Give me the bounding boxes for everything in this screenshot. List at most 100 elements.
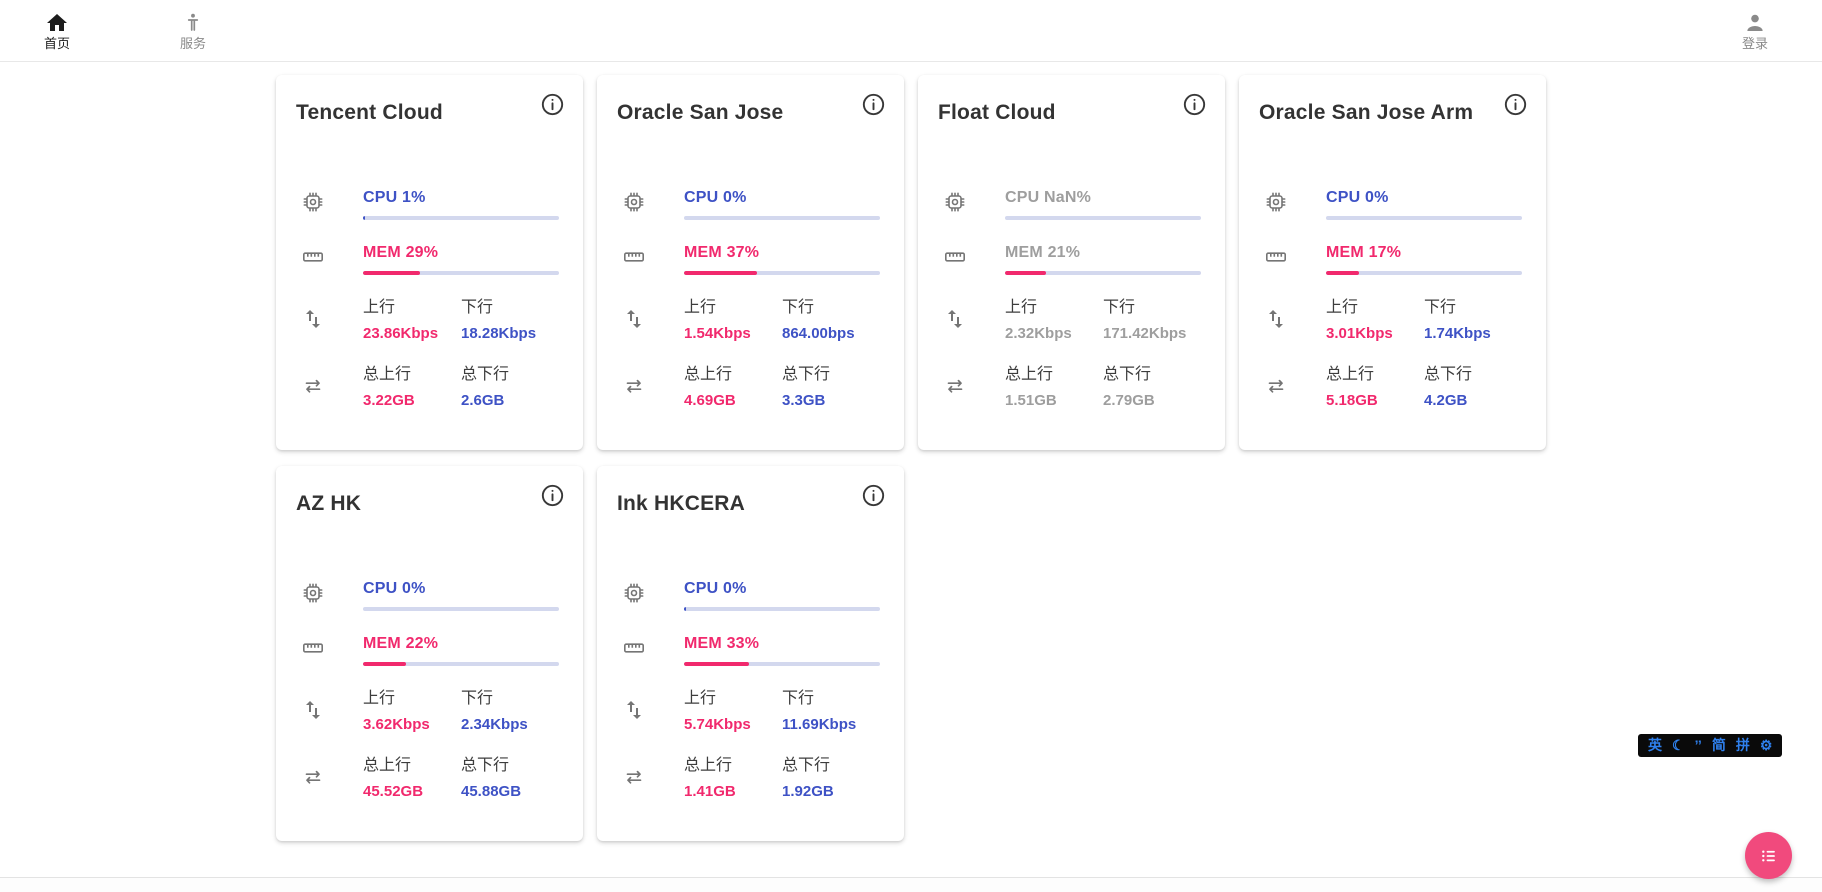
total-upload-value: 5.18GB — [1326, 392, 1378, 409]
server-list-fab[interactable] — [1745, 832, 1792, 879]
cpu-chip-icon — [301, 190, 325, 214]
info-button[interactable] — [539, 482, 566, 509]
server-name: Oracle San Jose Arm — [1259, 101, 1474, 124]
swap-horiz-icon — [1264, 374, 1288, 398]
total-download-value: 2.6GB — [461, 392, 505, 409]
server-name: AZ HK — [296, 492, 362, 515]
nav-item-home[interactable]: 首页 — [31, 11, 83, 51]
cpu-progress-bar — [684, 216, 880, 220]
cpu-usage-label: CPU 0% — [684, 189, 747, 206]
server-card-tencent-cloud: Tencent Cloud CPU 1% MEM 29% — [276, 75, 583, 450]
upload-label: 上行 — [363, 299, 396, 316]
server-name: Oracle San Jose — [617, 101, 784, 124]
net-total-row: 总上行 4.69GB 总下行 3.3GB — [617, 365, 880, 410]
upload-speed: 1.54Kbps — [684, 325, 751, 342]
home-icon — [45, 11, 69, 35]
ime-pinyin-toggle[interactable]: 拼 — [1735, 737, 1750, 753]
download-label: 下行 — [782, 690, 815, 707]
mem-stat: MEM 22% — [296, 634, 559, 666]
server-name: Float Cloud — [938, 101, 1056, 124]
cpu-progress-fill — [684, 607, 686, 611]
cpu-progress-fill — [363, 216, 365, 220]
total-download-value: 1.92GB — [782, 783, 834, 800]
cpu-progress-bar — [1005, 216, 1201, 220]
net-speed-row: 上行 23.86Kbps 下行 18.28Kbps — [296, 298, 559, 343]
upload-speed: 3.62Kbps — [363, 716, 430, 733]
info-button[interactable] — [1181, 91, 1208, 118]
server-card-az-hk: AZ HK CPU 0% MEM 22% — [276, 466, 583, 841]
swap-vert-icon — [1264, 307, 1288, 331]
ime-simplified-toggle[interactable]: 简 — [1711, 737, 1726, 753]
total-upload-label: 总上行 — [684, 366, 733, 383]
download-label: 下行 — [782, 299, 815, 316]
ime-language-toggle[interactable]: 英 — [1648, 737, 1662, 753]
total-download-label: 总下行 — [1103, 366, 1152, 383]
ruler-icon — [943, 245, 967, 269]
swap-horiz-icon — [622, 374, 646, 398]
cpu-progress-bar — [363, 607, 559, 611]
net-speed-row: 上行 3.01Kbps 下行 1.74Kbps — [1259, 298, 1522, 343]
cpu-chip-icon — [301, 581, 325, 605]
cpu-stat: CPU 0% — [1259, 188, 1522, 220]
cpu-stat: CPU 0% — [617, 188, 880, 220]
cpu-chip-icon — [622, 581, 646, 605]
swap-vert-icon — [943, 307, 967, 331]
mem-usage-label: MEM 33% — [684, 635, 760, 652]
info-icon — [1504, 93, 1527, 116]
ruler-icon — [622, 245, 646, 269]
total-download-value: 45.88GB — [461, 783, 522, 800]
nav-item-services[interactable]: 服务 — [167, 11, 219, 51]
info-button[interactable] — [860, 482, 887, 509]
mem-progress-fill — [363, 662, 407, 666]
mem-usage-label: MEM 22% — [363, 635, 439, 652]
mem-progress-bar — [684, 662, 880, 666]
ime-settings-gear-icon[interactable]: ⚙ — [1759, 737, 1773, 753]
swap-horiz-icon — [943, 374, 967, 398]
info-button[interactable] — [539, 91, 566, 118]
ime-moon-icon[interactable]: ☾ — [1672, 737, 1685, 753]
swap-vert-icon — [622, 698, 646, 722]
cpu-usage-label: CPU 0% — [1326, 189, 1389, 206]
total-upload-value: 45.52GB — [363, 783, 424, 800]
server-card-oracle-san-jose-arm: Oracle San Jose Arm CPU 0% MEM 17% — [1239, 75, 1546, 450]
server-card-float-cloud: Float Cloud CPU NaN% MEM 21% — [918, 75, 1225, 450]
mem-progress-fill — [684, 271, 757, 275]
cpu-usage-label: CPU NaN% — [1005, 189, 1092, 206]
man-icon — [181, 11, 205, 35]
ime-toolbar: 英 ☾ ’’ 简 拼 ⚙ — [1638, 734, 1783, 757]
download-speed: 1.74Kbps — [1424, 325, 1491, 342]
ruler-icon — [1264, 245, 1288, 269]
nav-item-login[interactable]: 登录 — [1729, 11, 1781, 51]
info-button[interactable] — [1502, 91, 1529, 118]
cpu-stat: CPU NaN% — [938, 188, 1201, 220]
cpu-chip-icon — [943, 190, 967, 214]
download-label: 下行 — [461, 690, 494, 707]
net-total-row: 总上行 1.41GB 总下行 1.92GB — [617, 756, 880, 801]
mem-stat: MEM 33% — [617, 634, 880, 666]
mem-progress-bar — [363, 271, 559, 275]
net-total-row: 总上行 5.18GB 总下行 4.2GB — [1259, 365, 1522, 410]
total-upload-label: 总上行 — [684, 757, 733, 774]
mem-progress-bar — [363, 662, 559, 666]
info-icon — [862, 93, 885, 116]
net-speed-row: 上行 1.54Kbps 下行 864.00bps — [617, 298, 880, 343]
total-download-value: 2.79GB — [1103, 392, 1155, 409]
mem-progress-bar — [1326, 271, 1522, 275]
total-upload-value: 1.41GB — [684, 783, 736, 800]
info-button[interactable] — [860, 91, 887, 118]
total-download-label: 总下行 — [461, 757, 510, 774]
account-icon — [1743, 11, 1767, 35]
nav-login-label: 登录 — [1741, 35, 1768, 51]
total-download-label: 总下行 — [782, 366, 831, 383]
total-download-label: 总下行 — [782, 757, 831, 774]
upload-speed: 2.32Kbps — [1005, 325, 1072, 342]
download-speed: 2.34Kbps — [461, 716, 528, 733]
total-upload-label: 总上行 — [363, 366, 412, 383]
ime-punctuation-toggle[interactable]: ’’ — [1694, 737, 1702, 753]
nav-home-label: 首页 — [43, 35, 70, 51]
ruler-icon — [301, 636, 325, 660]
server-name: Tencent Cloud — [296, 101, 443, 124]
download-speed: 171.42Kbps — [1103, 325, 1187, 342]
upload-label: 上行 — [1005, 299, 1038, 316]
mem-progress-fill — [684, 662, 749, 666]
